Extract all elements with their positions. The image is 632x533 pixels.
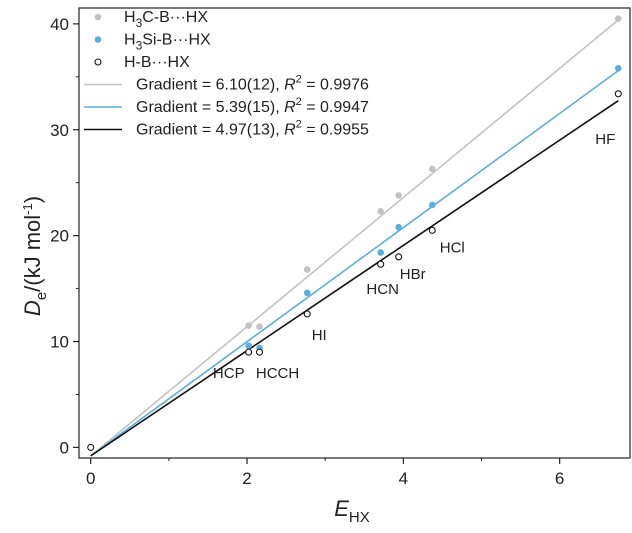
legend-label-part: Si-B···HX [142,32,211,49]
legend-label-part: H-B···HX [124,54,190,71]
legend-fit-part: = 0.9947 [302,99,369,116]
y-tick-label: 40 [50,15,69,34]
data-point-s0-4 [395,192,402,199]
data-point-s1-5 [428,201,436,209]
data-point-s2-2 [255,348,264,356]
data-point-s0-3 [377,207,384,215]
data-point-s0-1 [256,323,263,331]
y-tick-label: 0 [60,438,69,457]
annotation-label: HF [595,131,615,148]
data-point-s2-1 [245,348,253,356]
legend-label-sub: 3 [136,16,143,30]
legend-label-part: H [124,32,136,49]
legend-fit-part: Gradient = 6.10(12), [136,77,284,94]
annotation-label: HCN [366,281,399,298]
legend-fit-label-0: Gradient = 6.10(12), R2 = 0.9976 [136,74,369,94]
data-point-s2-3 [303,310,311,318]
legend-fit-r: R [284,99,296,116]
data-point-s2-7 [614,90,622,98]
data-point-s1-0 [245,342,252,350]
data-point-s2-4 [377,260,385,268]
annotation-label: HI [312,327,327,344]
legend-fit-part: Gradient = 5.39(15), [136,99,284,116]
legend-label-part: H [124,9,136,26]
annotation-label: HCP [213,365,245,382]
data-point-s2-0 [87,443,95,451]
legend-fit-label-1: Gradient = 5.39(15), R2 = 0.9947 [136,96,369,116]
data-point-s0-5 [428,165,436,173]
x-tick-label: 6 [555,469,564,488]
data-point-s0-0 [245,322,252,329]
legend-label-part: C-B···HX [142,9,208,26]
axes: 0 2 4 6 0 10 20 30 40 [50,7,631,488]
legend-marker-2 [94,58,102,66]
data-point-s2-5 [395,253,403,261]
data-point-s1-4 [395,223,402,231]
legend-marker-0 [94,13,102,21]
data-point-s0-2 [303,266,311,273]
data-point-s0-6 [614,15,622,22]
annotation-label: HCl [440,239,465,256]
legend-fit-part: Gradient = 4.97(13), [136,122,284,139]
annotation-label: HBr [400,266,426,283]
plot-frame [78,7,631,459]
legend-label-1: H3Si-B···HX [124,32,211,53]
legend-label-sub: 3 [136,39,143,53]
data-point-s1-2 [303,289,311,297]
x-tick-label: 0 [86,469,95,488]
y-tick-label: 30 [50,121,69,140]
legend-marker-1 [94,36,102,43]
legend-fit-sup: 2 [296,96,302,108]
legend-fit-label-2: Gradient = 4.97(13), R2 = 0.9955 [136,119,369,139]
legend-label-2: H-B···HX [124,54,190,71]
legend-fit-part: = 0.9976 [302,77,369,94]
fit-line-1 [90,70,619,457]
legend-fit-r: R [284,77,296,94]
legend-fit-sup: 2 [296,119,302,131]
x-axis-title: EHX [334,496,370,526]
annotation-label: HCCH [256,365,299,382]
data-point-s2-6 [428,226,436,234]
y-axis-title: De/(kJ mol-1) [20,196,50,316]
x-tick-label: 4 [399,469,408,488]
data-point-s1-6 [614,65,622,72]
x-tick-label: 2 [242,469,251,488]
legend-label-0: H3C-B···HX [124,9,208,30]
fit-line-0 [90,19,619,457]
fit-line-2 [90,100,619,457]
legend-fit-r: R [284,122,296,139]
legend-fit-sup: 2 [296,74,302,86]
y-tick-label: 10 [50,333,69,352]
legend-fit-part: = 0.9955 [302,122,369,139]
data-point-s1-3 [377,249,384,256]
y-tick-label: 20 [50,227,69,246]
